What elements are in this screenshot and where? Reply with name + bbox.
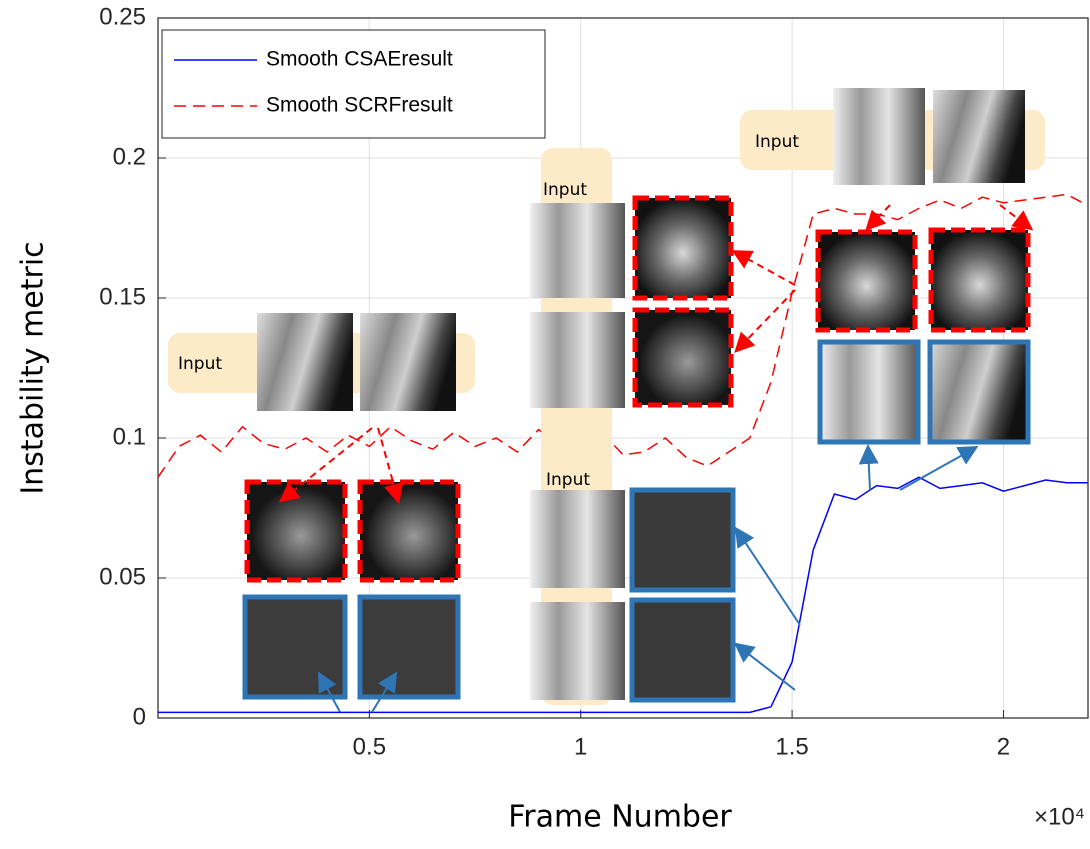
input-image xyxy=(530,602,625,700)
x-tick-label: 0.5 xyxy=(353,733,386,760)
overlay: Input Input Input Input xyxy=(168,88,1045,713)
y-tick-label: 0.2 xyxy=(113,143,146,170)
annotation: Input xyxy=(546,470,590,490)
y-axis-label: Instability metric xyxy=(16,241,51,494)
csae-output xyxy=(629,487,736,593)
series-line xyxy=(158,476,1088,714)
y-tick-label: 0.25 xyxy=(99,3,146,30)
input-image xyxy=(360,313,456,411)
arrows-blue xyxy=(318,444,979,713)
csae-output xyxy=(927,339,1031,445)
annotation: Input xyxy=(543,180,587,200)
csae-output xyxy=(629,597,736,703)
legend-label: Smooth CSAEresult xyxy=(266,48,453,71)
csae-output xyxy=(357,594,461,700)
scrf-output xyxy=(357,479,461,583)
scrf-output xyxy=(815,229,918,333)
scrf-output xyxy=(632,195,734,301)
x-tick-label: 2 xyxy=(997,733,1010,760)
series-line xyxy=(157,193,1089,478)
input-image xyxy=(257,313,353,411)
annotation: Input xyxy=(755,132,799,152)
input-image xyxy=(833,88,925,185)
csae-output xyxy=(817,339,921,445)
lines xyxy=(157,193,1089,714)
legend-label: Smooth SCRFresult xyxy=(266,94,453,117)
x-multiplier: ×10⁴ xyxy=(1034,803,1085,830)
input-image xyxy=(933,90,1025,183)
csae-output xyxy=(242,594,348,700)
input-image xyxy=(530,490,625,588)
y-tick-label: 0 xyxy=(133,703,146,730)
x-tick-label: 1.5 xyxy=(775,733,808,760)
legend-box xyxy=(161,29,546,139)
axes-frame xyxy=(157,17,1089,719)
input-image xyxy=(530,312,625,408)
scrf-output xyxy=(244,479,348,583)
x-tick-label: 1 xyxy=(574,733,587,760)
legend: Smooth CSAEresult Smooth SCRFresult xyxy=(161,29,546,139)
scrf-output xyxy=(632,307,734,408)
input-image xyxy=(530,203,625,298)
y-tick-label: 0.1 xyxy=(113,423,146,450)
y-tick-label: 0.15 xyxy=(99,283,146,310)
x-axis-label: Frame Number xyxy=(508,800,732,835)
annotation: Input xyxy=(178,354,222,374)
scrf-output xyxy=(928,227,1031,333)
y-tick-label: 0.05 xyxy=(99,563,146,590)
arrows-red xyxy=(278,204,1034,504)
